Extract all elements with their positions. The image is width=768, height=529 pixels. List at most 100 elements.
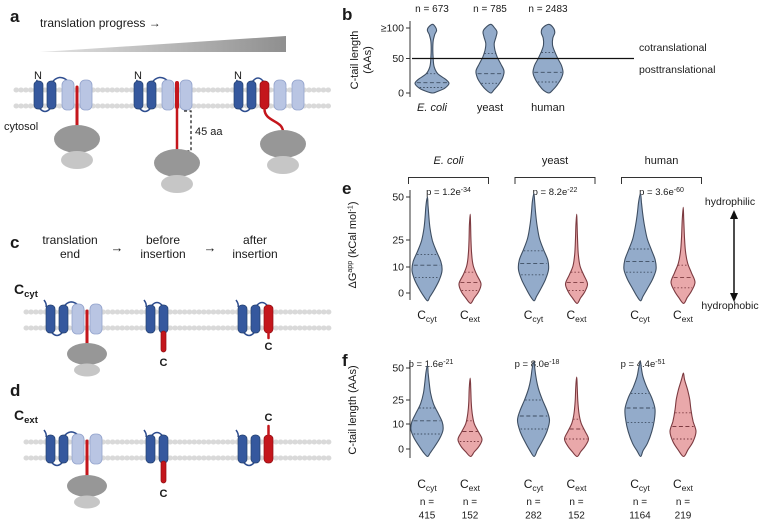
- ribosome-large-subunit-icon: [67, 475, 107, 497]
- violin-pink: [457, 377, 483, 458]
- posttranslational-label: posttranslational: [639, 64, 715, 76]
- cytosol-label: cytosol: [4, 121, 38, 133]
- y-axis-label: C-tail length (AAs): [347, 365, 359, 454]
- ribosome-large-subunit-icon: [67, 343, 107, 365]
- y-tick-label: 50: [392, 363, 404, 375]
- x-label-sub: ext: [575, 314, 587, 324]
- n-count: 282: [525, 511, 542, 522]
- n-prefix: n =: [569, 497, 583, 508]
- n-count-yeast: n = 785: [473, 4, 507, 15]
- tm-helix-icon: [237, 434, 248, 464]
- panel-label-c: c: [10, 233, 19, 252]
- c-terminus-label: C: [160, 357, 168, 369]
- x-label-sub: cyt: [532, 483, 544, 493]
- p-value-exp: -18: [549, 359, 559, 366]
- x-label-main: C: [566, 477, 575, 491]
- tm-helix-icon: [233, 80, 244, 110]
- tm-helix-icon: [46, 80, 57, 110]
- stage1-label: translation: [42, 233, 97, 247]
- topology-sub: ext: [24, 415, 39, 426]
- n-terminus-label: N: [134, 70, 142, 82]
- hydrophobic-label: hydrophobic: [701, 300, 758, 312]
- x-label-main: C: [524, 308, 533, 322]
- stage2-label: before: [146, 233, 180, 247]
- topology-label-ccyt: Ccyt: [14, 281, 39, 300]
- violin-pink: [670, 206, 696, 304]
- panel-f-ctail-violin: f p = 1.6e-21 p = 8.0e-18 p = 4.4e-51 C-…: [342, 351, 697, 522]
- p-value-human: p = 4.4e-51: [621, 359, 666, 370]
- violin-pink: [563, 376, 590, 458]
- ccyt-before-insertion: C: [143, 299, 169, 369]
- n-prefix: n =: [463, 497, 477, 508]
- c-terminus-label: C: [160, 488, 168, 500]
- x-category-yeast: yeast: [477, 102, 503, 114]
- linker-length-annotation: 45 aa: [195, 126, 223, 138]
- x-label-ccyt: Ccyt: [630, 477, 650, 493]
- ylabel-pre: ΔG: [347, 273, 359, 289]
- nascent-chain: [143, 429, 147, 438]
- x-label-sub: ext: [682, 483, 694, 493]
- p-value-exp: -34: [461, 187, 471, 194]
- translocon-icon: [89, 303, 103, 335]
- n-count: 152: [462, 511, 479, 522]
- x-label-sub: cyt: [532, 314, 544, 324]
- x-label-main: C: [673, 477, 682, 491]
- p-value-exp: -51: [655, 359, 665, 366]
- n-prefix: n =: [420, 497, 434, 508]
- panel-label-b: b: [342, 5, 352, 24]
- x-label-main: C: [630, 477, 639, 491]
- n-prefix: n =: [676, 497, 690, 508]
- p-value-base: p = 1.6e: [409, 359, 444, 370]
- y-axis-label-line2: (AAs): [362, 46, 374, 74]
- x-label-sub: cyt: [426, 483, 438, 493]
- tm-helix-icon: [246, 80, 257, 110]
- violin-blue: [410, 364, 444, 458]
- c-terminus-label: C: [265, 341, 273, 353]
- x-label-sub: cyt: [639, 483, 651, 493]
- cext-before-insertion: C: [143, 429, 169, 500]
- x-label-sub: ext: [469, 314, 481, 324]
- x-label-cext: Cext: [673, 308, 694, 324]
- cext-after-insertion: C: [235, 412, 274, 467]
- tm-helix-icon: [146, 80, 157, 110]
- translocon-icon: [71, 433, 85, 465]
- ribosome-small-subunit-icon: [161, 175, 193, 193]
- red-tm-helix-icon: [259, 80, 270, 110]
- p-value-ecoli: p = 1.6e-21: [409, 359, 454, 370]
- ylabel-sup: app: [347, 261, 354, 273]
- group-header-yeast: yeast: [542, 155, 568, 167]
- ribosome-small-subunit-icon: [267, 156, 299, 174]
- violin-blue: [516, 361, 551, 458]
- y-tick-label: 0: [398, 288, 404, 300]
- n-count: 219: [675, 511, 692, 522]
- violin-plots: [410, 361, 697, 458]
- violin-pink: [564, 213, 589, 304]
- x-category-ecoli: E. coli: [417, 102, 448, 114]
- p-value-base: p = 8.2e: [533, 187, 568, 198]
- cotranslational-label: cotranslational: [639, 42, 707, 54]
- tm-helix-icon: [237, 304, 248, 334]
- translocon-icon: [161, 79, 175, 111]
- ribosome-small-subunit-icon: [74, 495, 100, 509]
- n-prefix: n =: [633, 497, 647, 508]
- panel-label-e: e: [342, 179, 351, 198]
- stage-early-translation: N: [33, 70, 100, 169]
- tm-helix-icon: [58, 434, 69, 464]
- p-value-base: p = 1.2e: [426, 187, 461, 198]
- group-header-human: human: [645, 155, 679, 167]
- comparison-bracket: [621, 177, 702, 184]
- topology-sub: cyt: [24, 289, 39, 300]
- x-label-cext: Cext: [460, 477, 481, 493]
- red-c-tail-rod: [160, 460, 167, 484]
- n-terminus-label: N: [234, 70, 242, 82]
- x-label-cext: Cext: [566, 308, 587, 324]
- p-value-exp: -60: [674, 187, 684, 194]
- tm-helix-icon: [250, 434, 261, 464]
- x-label-cext: Cext: [673, 477, 694, 493]
- n-count: 1164: [629, 511, 651, 522]
- comparison-bracket: [408, 177, 489, 184]
- stage1-label: end: [60, 247, 80, 261]
- y-axis-label-line1: C-tail length: [349, 31, 361, 90]
- stage3-label: after: [243, 233, 267, 247]
